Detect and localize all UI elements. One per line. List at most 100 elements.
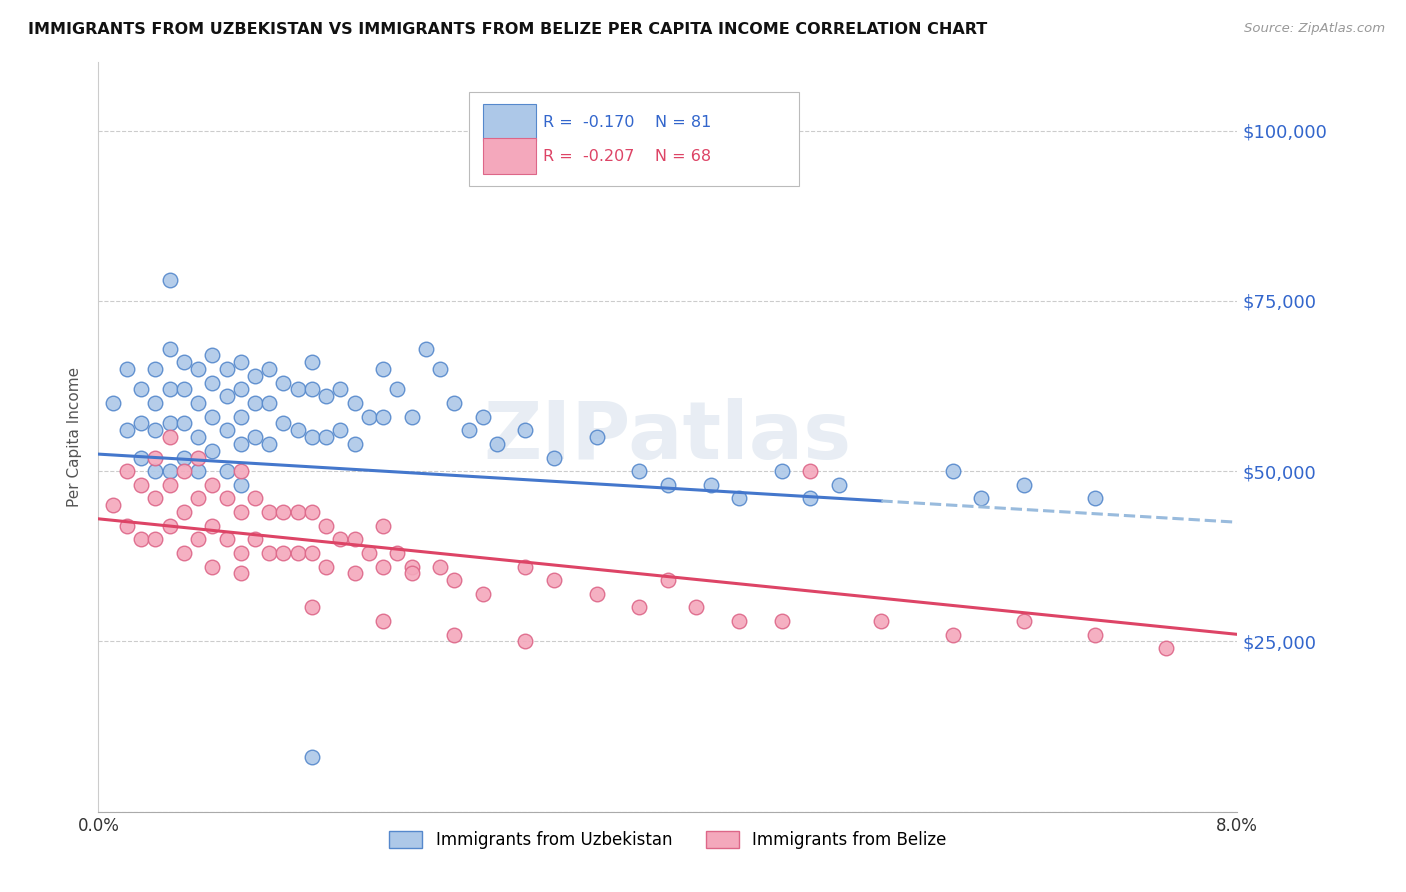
- Point: [457, 423, 479, 437]
- Point: [443, 573, 465, 587]
- Point: [770, 614, 793, 628]
- Point: [215, 389, 238, 403]
- Point: [315, 430, 337, 444]
- Point: [145, 396, 167, 410]
- Point: [429, 559, 451, 574]
- Point: [443, 396, 465, 410]
- Point: [515, 559, 537, 574]
- Point: [259, 437, 281, 451]
- Point: [273, 546, 295, 560]
- Point: [585, 430, 607, 444]
- Point: [429, 362, 451, 376]
- Point: [315, 559, 337, 574]
- Point: [173, 450, 195, 465]
- Point: [371, 409, 394, 424]
- Point: [942, 464, 965, 478]
- Point: [129, 417, 152, 431]
- Point: [728, 491, 751, 506]
- Point: [229, 566, 252, 581]
- Point: [243, 533, 266, 547]
- Point: [229, 505, 252, 519]
- Point: [870, 614, 893, 628]
- Point: [201, 376, 224, 390]
- Point: [301, 600, 323, 615]
- Point: [145, 450, 167, 465]
- Legend: Immigrants from Uzbekistan, Immigrants from Belize: Immigrants from Uzbekistan, Immigrants f…: [382, 824, 953, 855]
- Point: [343, 566, 366, 581]
- Point: [187, 533, 209, 547]
- Point: [101, 396, 124, 410]
- Point: [129, 383, 152, 397]
- Point: [357, 409, 380, 424]
- Point: [115, 518, 138, 533]
- Point: [229, 409, 252, 424]
- Point: [201, 518, 224, 533]
- Point: [173, 505, 195, 519]
- Point: [287, 423, 309, 437]
- Point: [229, 355, 252, 369]
- Point: [229, 437, 252, 451]
- Point: [201, 559, 224, 574]
- Point: [343, 533, 366, 547]
- Point: [1012, 477, 1035, 491]
- Point: [145, 423, 167, 437]
- Point: [970, 491, 993, 506]
- Point: [145, 464, 167, 478]
- FancyBboxPatch shape: [484, 137, 536, 175]
- Point: [301, 430, 323, 444]
- Point: [1154, 641, 1177, 656]
- Point: [201, 443, 224, 458]
- Point: [145, 491, 167, 506]
- Text: Source: ZipAtlas.com: Source: ZipAtlas.com: [1244, 22, 1385, 36]
- Point: [471, 587, 494, 601]
- Point: [371, 362, 394, 376]
- Point: [173, 417, 195, 431]
- Point: [315, 389, 337, 403]
- Point: [728, 614, 751, 628]
- Point: [301, 750, 323, 764]
- Point: [799, 464, 821, 478]
- Text: ZIPatlas: ZIPatlas: [484, 398, 852, 476]
- Point: [201, 409, 224, 424]
- Point: [401, 559, 423, 574]
- Point: [371, 614, 394, 628]
- Point: [229, 464, 252, 478]
- Point: [828, 477, 851, 491]
- Point: [201, 348, 224, 362]
- Point: [159, 430, 181, 444]
- Point: [159, 383, 181, 397]
- Point: [273, 417, 295, 431]
- Point: [115, 362, 138, 376]
- Point: [201, 477, 224, 491]
- Point: [129, 533, 152, 547]
- Point: [301, 505, 323, 519]
- Y-axis label: Per Capita Income: Per Capita Income: [67, 367, 83, 508]
- Point: [159, 518, 181, 533]
- Point: [401, 409, 423, 424]
- Point: [585, 587, 607, 601]
- Point: [129, 477, 152, 491]
- Point: [329, 423, 352, 437]
- Point: [187, 396, 209, 410]
- Point: [273, 376, 295, 390]
- Point: [401, 566, 423, 581]
- Point: [486, 437, 509, 451]
- Point: [243, 491, 266, 506]
- Point: [387, 383, 409, 397]
- Point: [329, 383, 352, 397]
- Point: [243, 368, 266, 383]
- Point: [699, 477, 721, 491]
- Point: [115, 464, 138, 478]
- Point: [287, 546, 309, 560]
- FancyBboxPatch shape: [484, 104, 536, 141]
- Point: [159, 342, 181, 356]
- Point: [371, 559, 394, 574]
- Point: [187, 491, 209, 506]
- Point: [1084, 627, 1107, 641]
- Point: [243, 430, 266, 444]
- Point: [215, 533, 238, 547]
- Point: [1012, 614, 1035, 628]
- Point: [387, 546, 409, 560]
- Point: [259, 362, 281, 376]
- Point: [259, 396, 281, 410]
